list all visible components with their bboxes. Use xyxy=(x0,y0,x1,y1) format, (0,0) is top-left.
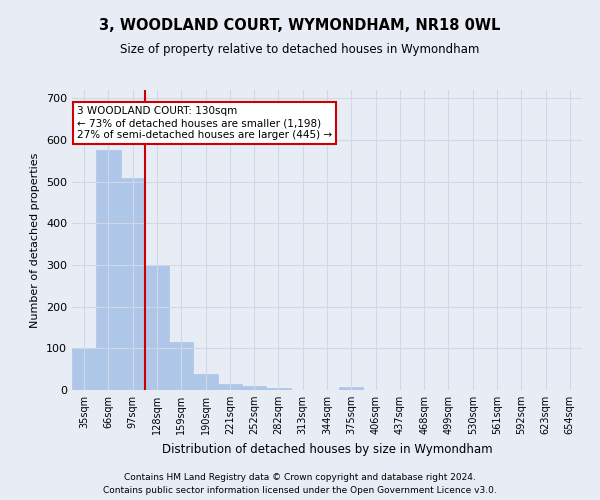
Bar xyxy=(72,348,96,390)
Text: 3 WOODLAND COURT: 130sqm
← 73% of detached houses are smaller (1,198)
27% of sem: 3 WOODLAND COURT: 130sqm ← 73% of detach… xyxy=(77,106,332,140)
Y-axis label: Number of detached properties: Number of detached properties xyxy=(31,152,40,328)
Text: 3, WOODLAND COURT, WYMONDHAM, NR18 0WL: 3, WOODLAND COURT, WYMONDHAM, NR18 0WL xyxy=(100,18,500,32)
Bar xyxy=(218,384,242,390)
Bar xyxy=(96,150,121,390)
X-axis label: Distribution of detached houses by size in Wymondham: Distribution of detached houses by size … xyxy=(161,442,493,456)
Bar xyxy=(169,342,193,390)
Bar xyxy=(121,178,145,390)
Bar xyxy=(145,265,169,390)
Bar xyxy=(193,374,218,390)
Bar xyxy=(339,387,364,390)
Text: Size of property relative to detached houses in Wymondham: Size of property relative to detached ho… xyxy=(121,42,479,56)
Text: Contains HM Land Registry data © Crown copyright and database right 2024.: Contains HM Land Registry data © Crown c… xyxy=(124,472,476,482)
Text: Contains public sector information licensed under the Open Government Licence v3: Contains public sector information licen… xyxy=(103,486,497,495)
Bar xyxy=(242,386,266,390)
Bar xyxy=(266,388,290,390)
